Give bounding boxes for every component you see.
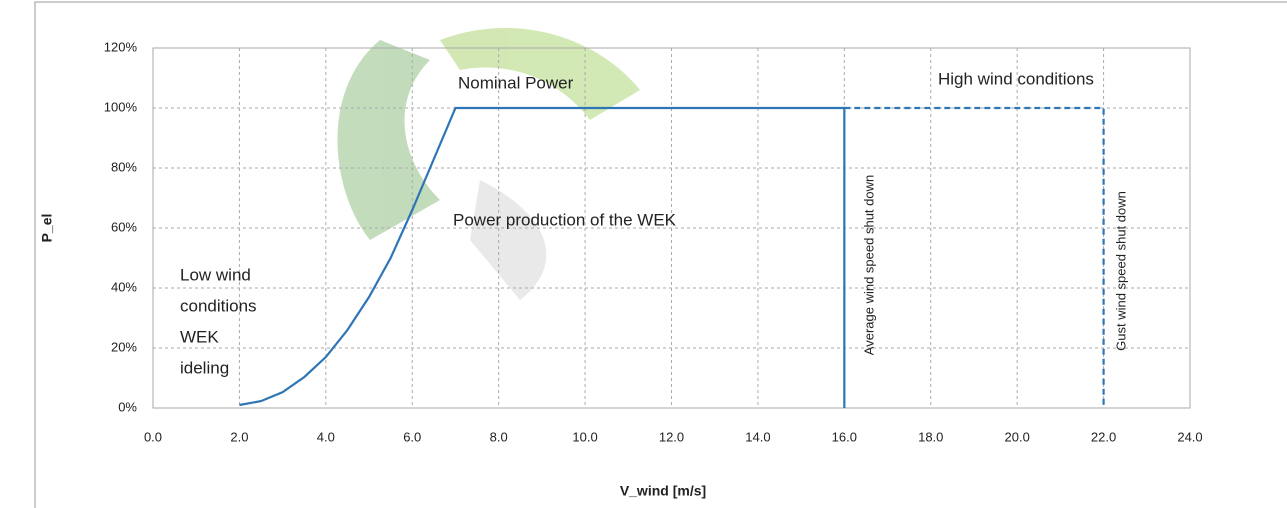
y-tick-label: 80%	[111, 159, 137, 174]
y-tick-label: 60%	[111, 219, 137, 234]
annotation: Nominal Power	[458, 73, 574, 92]
y-axis-title: P_el	[39, 214, 55, 243]
annotation: High wind conditions	[938, 69, 1094, 88]
x-tick-label: 22.0	[1091, 429, 1116, 444]
data-line	[844, 108, 1103, 408]
watermark-shape	[338, 40, 441, 240]
x-tick-label: 14.0	[745, 429, 770, 444]
y-tick-label: 100%	[104, 99, 138, 114]
annotation: ideling	[180, 358, 229, 377]
annotation: conditions	[180, 296, 257, 315]
annotation: Low wind	[180, 265, 251, 284]
chart: P_el V_wind [m/s] 0% 20% 40% 60% 80% 100% 120%…	[0, 0, 1287, 508]
y-tick-label: 120%	[104, 39, 138, 54]
x-tick-label: 2.0	[230, 429, 248, 444]
x-tick-label: 8.0	[490, 429, 508, 444]
x-tick-label: 6.0	[403, 429, 421, 444]
y-tick-label: 0%	[118, 399, 137, 414]
x-tick-label: 0.0	[144, 429, 162, 444]
annotation: Average wind speed shut down	[861, 175, 876, 355]
watermark	[338, 28, 641, 300]
y-tick-label: 20%	[111, 339, 137, 354]
x-axis-title: V_wind [m/s]	[620, 483, 706, 499]
x-tick-label: 12.0	[659, 429, 684, 444]
x-tick-label: 4.0	[317, 429, 335, 444]
x-tick-label: 20.0	[1005, 429, 1030, 444]
x-tick-label: 16.0	[832, 429, 857, 444]
y-tick-label: 40%	[111, 279, 137, 294]
annotation: Gust wind speed shut down	[1113, 191, 1128, 351]
annotation: WEK	[180, 327, 219, 346]
annotation: Power production of the WEK	[453, 210, 677, 229]
watermark-shape	[470, 180, 546, 300]
x-tick-label: 10.0	[572, 429, 597, 444]
x-tick-label: 24.0	[1177, 429, 1202, 444]
page: P_el V_wind [m/s] 0% 20% 40% 60% 80% 100% 120%…	[0, 0, 1287, 508]
x-tick-label: 18.0	[918, 429, 943, 444]
